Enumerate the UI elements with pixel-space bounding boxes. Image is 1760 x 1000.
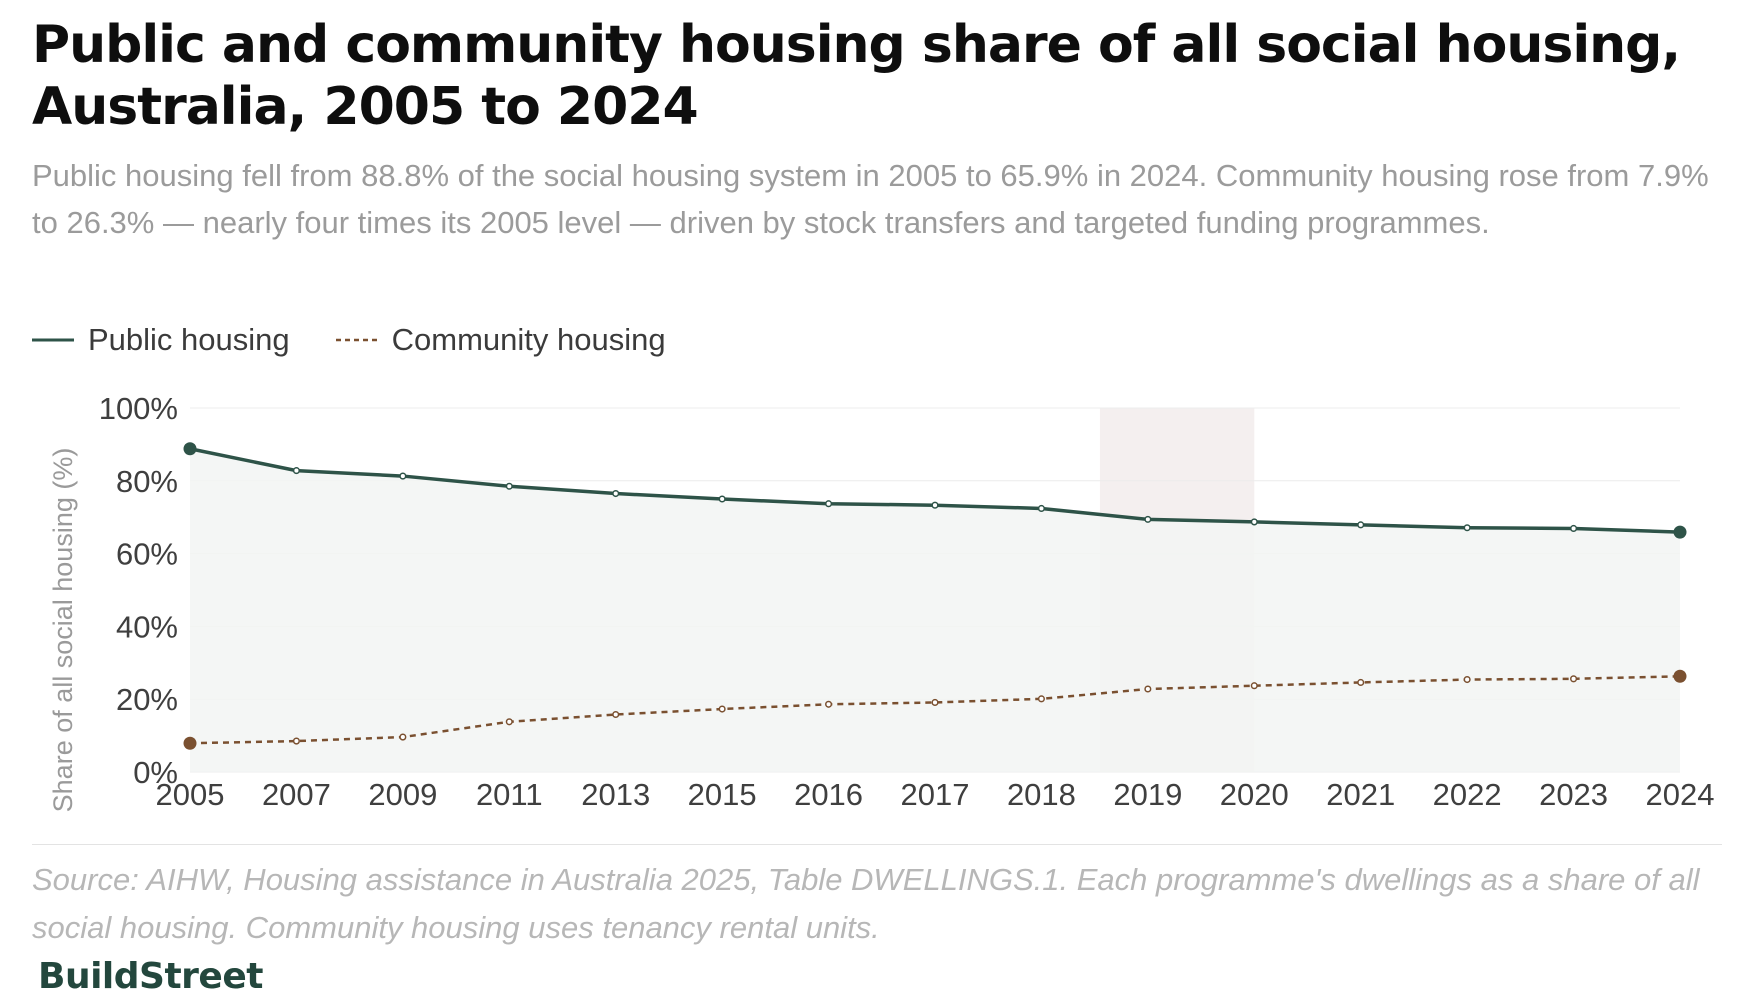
x-tick-label: 2013 [581,777,650,812]
community-housing-point [292,737,300,745]
public-housing-point [1463,524,1471,532]
public-housing-point [183,442,197,456]
chart-subtitle: Public housing fell from 88.8% of the so… [32,158,1709,240]
community-housing-point [718,705,726,713]
legend: Public housing Community housing [32,318,666,362]
legend-label-public: Public housing [88,322,290,357]
public-housing-point [1570,524,1578,533]
legend-item-community: Community housing [335,322,666,358]
x-tick-label: 2015 [688,777,757,812]
community-housing-point [399,733,407,741]
y-tick-label: 40% [116,609,178,644]
header: Public and community housing share of al… [32,14,1722,246]
community-housing-point [1037,695,1045,703]
x-tick-label: 2005 [156,777,225,812]
community-housing-point [1250,682,1258,690]
public-housing-point [1673,525,1687,539]
x-tick-label: 2022 [1433,777,1502,812]
legend-label-community: Community housing [391,322,666,357]
public-housing-point [1250,518,1258,526]
community-housing-point [1673,669,1687,683]
public-housing-point [931,501,939,509]
public-housing-point [505,482,513,490]
community-housing-point [931,698,939,707]
y-tick-label: 0% [133,755,178,790]
x-tick-label: 2017 [901,777,970,812]
public-housing-point [825,500,833,508]
community-housing-point [1357,678,1365,687]
x-tick-label: 2016 [794,777,863,812]
x-tick-label: 2021 [1326,777,1395,812]
community-housing-line [189,675,1681,745]
public-housing-point [612,489,620,498]
source-note: Source: AIHW, Housing assistance in Aust… [32,862,1700,945]
public-housing-point [1357,521,1365,529]
legend-swatch-community [335,338,378,342]
title-line-2: Australia, 2005 to 2024 [32,77,699,137]
public-housing-point [292,467,300,475]
x-tick-label: 2018 [1007,777,1076,812]
line-chart: 0% 20% 40% 60% 80% 100% Share of all social ho… [48,391,1715,813]
y-tick-label: 100% [99,391,178,426]
x-tick-label: 2009 [368,777,437,812]
community-housing-point [1144,685,1152,693]
public-housing-area [190,448,1680,772]
x-tick-label: 2023 [1539,777,1608,812]
community-housing-point [825,700,833,708]
y-tick-label: 20% [116,682,178,717]
community-housing-point [505,718,513,726]
y-axis-label: Share of all social housing (%) [48,448,78,813]
public-housing-point [1144,515,1152,523]
title-line-1: Public and community housing share of al… [32,15,1681,75]
public-housing-point [399,472,407,480]
x-tick-label: 2011 [476,777,543,812]
legend-swatch-public [32,338,74,342]
public-housing-point [718,495,726,503]
y-tick-label: 60% [116,537,178,572]
y-tick-label: 80% [116,464,178,499]
community-housing-point [1463,675,1471,684]
legend-item-public: Public housing [32,322,290,358]
divider [32,844,1722,845]
public-housing-point [1037,504,1045,513]
brand-logo: BuildStreet [38,956,263,997]
x-tick-label: 2024 [1646,777,1715,812]
chart-title: Public and community housing share of al… [32,14,1722,138]
community-housing-point [183,736,197,750]
x-tick-label: 2020 [1220,777,1289,812]
x-tick-label: 2007 [262,777,331,812]
x-tick-label: 2019 [1113,777,1182,812]
community-housing-point [612,710,620,719]
community-housing-point [1570,675,1578,683]
